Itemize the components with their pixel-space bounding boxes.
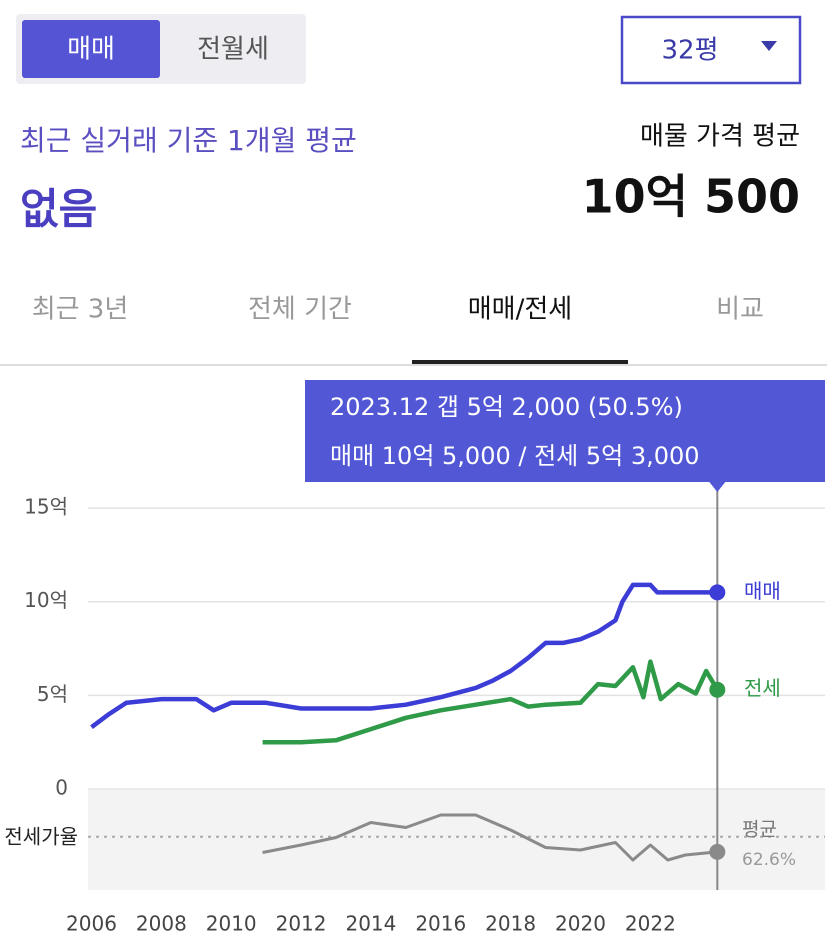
dropdown-arrow [761, 41, 777, 51]
toggle-rent[interactable]: 전월세 [197, 35, 269, 65]
toggle-active[interactable] [22, 20, 160, 78]
x-tick-label: 2016 [415, 912, 466, 936]
x-tick-label: 2010 [206, 912, 257, 936]
rate-panel [88, 790, 825, 890]
y-tick-label: 5억 [37, 682, 68, 706]
series-line [262, 659, 720, 745]
tab-active[interactable]: 매매/전세 [468, 295, 572, 325]
x-tick-label: 2008 [136, 912, 187, 936]
x-tick-label: 2018 [485, 912, 536, 936]
tooltip-pointer [709, 482, 726, 492]
listing-label: 매물 가격 평균 [640, 122, 800, 152]
average-label: 평균 [742, 819, 777, 841]
end-dot [709, 681, 726, 698]
size-select-text[interactable]: 32평 [661, 36, 718, 66]
x-tick-label: 2012 [276, 912, 327, 936]
series-line [262, 813, 718, 862]
tab[interactable]: 최근 3년 [32, 295, 129, 325]
x-tick-label: 2006 [66, 912, 117, 936]
x-tick-label: 2022 [625, 912, 676, 936]
average-value: 62.6% [742, 850, 796, 870]
series-line [90, 582, 718, 730]
end-dot [709, 843, 726, 860]
size-select[interactable] [620, 15, 802, 85]
series-label: 전세 [744, 676, 781, 700]
listing-value: 10억 500 [582, 170, 800, 224]
tooltip-line: 2023.12 갭 5억 2,000 (50.5%) [330, 393, 683, 421]
tab[interactable]: 전체 기간 [248, 295, 352, 325]
recent-value: 없음 [20, 185, 97, 234]
tooltip-line: 매매 10억 5,000 / 전세 5억 3,000 [330, 442, 700, 470]
y-tick-label: 0 [55, 776, 68, 800]
toggle-sale[interactable]: 매매 [67, 35, 115, 65]
y-tick-label: 10억 [24, 588, 68, 612]
tab[interactable]: 비교 [716, 295, 764, 325]
series-label: 매매 [744, 579, 781, 603]
y-tick-label: 15억 [24, 495, 68, 519]
x-tick-label: 2014 [345, 912, 396, 936]
end-dot [709, 584, 726, 601]
x-tick-label: 2020 [555, 912, 606, 936]
series-label: 전세가율 [4, 825, 78, 849]
tooltip [305, 380, 825, 482]
recent-label: 최근 실거래 기준 1개월 평균 [20, 124, 357, 157]
